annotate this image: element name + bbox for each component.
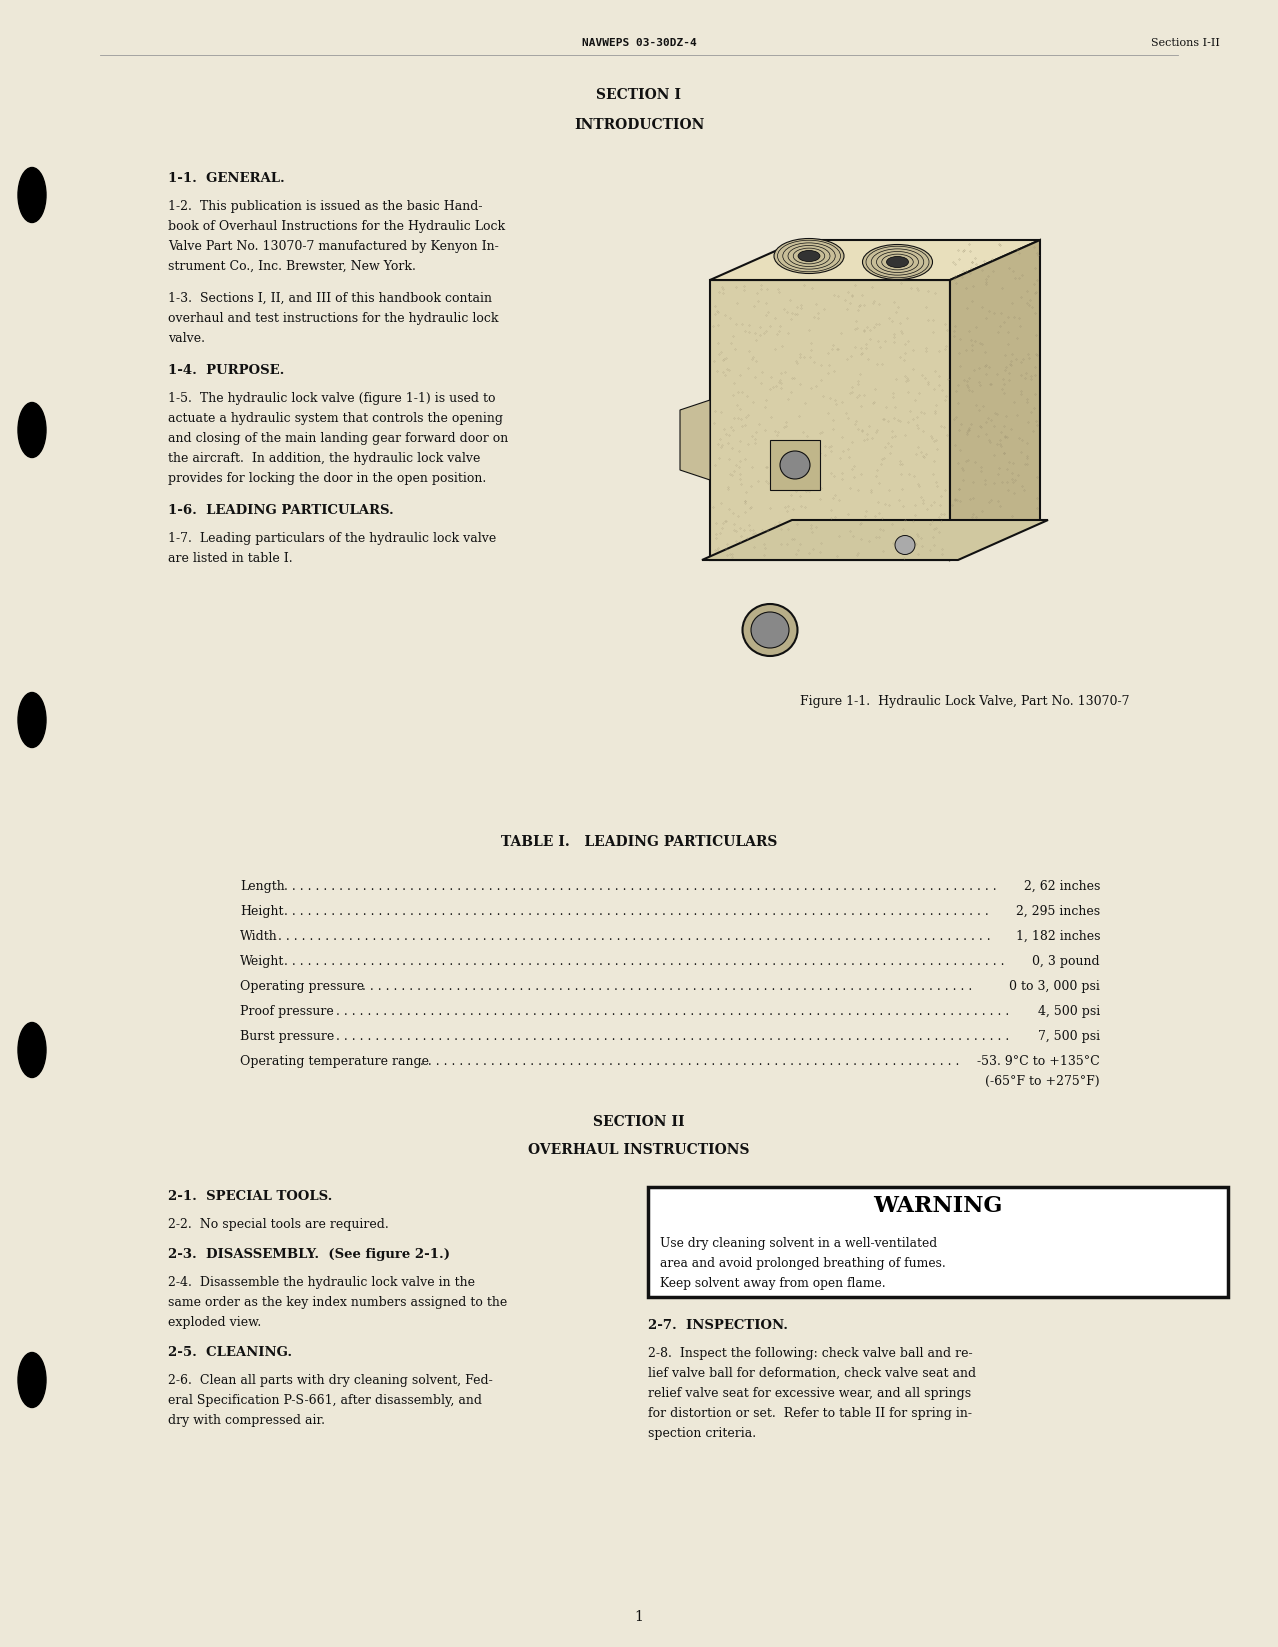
Polygon shape xyxy=(680,400,711,479)
Polygon shape xyxy=(950,240,1040,560)
Ellipse shape xyxy=(18,692,46,748)
Text: . . . . . . . . . . . . . . . . . . . . . . . . . . . . . . . . . . . . . . . . : . . . . . . . . . . . . . . . . . . . . … xyxy=(336,1029,1013,1043)
Text: Keep solvent away from open flame.: Keep solvent away from open flame. xyxy=(659,1276,886,1290)
Text: -53. 9°C to +135°C: -53. 9°C to +135°C xyxy=(978,1056,1100,1067)
Ellipse shape xyxy=(895,535,915,555)
Text: valve.: valve. xyxy=(167,333,204,344)
Polygon shape xyxy=(702,520,1048,560)
Text: 0 to 3, 000 psi: 0 to 3, 000 psi xyxy=(1010,980,1100,993)
Text: 1-2.  This publication is issued as the basic Hand-: 1-2. This publication is issued as the b… xyxy=(167,199,483,212)
Text: actuate a hydraulic system that controls the opening: actuate a hydraulic system that controls… xyxy=(167,412,504,425)
Text: 2, 62 inches: 2, 62 inches xyxy=(1024,879,1100,893)
Text: 1-3.  Sections I, II, and III of this handbook contain: 1-3. Sections I, II, and III of this han… xyxy=(167,292,492,305)
Text: Use dry cleaning solvent in a well-ventilated: Use dry cleaning solvent in a well-venti… xyxy=(659,1237,937,1250)
Text: Figure 1-1.  Hydraulic Lock Valve, Part No. 13070-7: Figure 1-1. Hydraulic Lock Valve, Part N… xyxy=(800,695,1130,708)
Text: . . . . . . . . . . . . . . . . . . . . . . . . . . . . . . . . . . . . . . . . : . . . . . . . . . . . . . . . . . . . . … xyxy=(277,931,994,944)
Text: Length: Length xyxy=(240,879,285,893)
Text: . . . . . . . . . . . . . . . . . . . . . . . . . . . . . . . . . . . . . . . . : . . . . . . . . . . . . . . . . . . . . … xyxy=(420,1056,964,1067)
Text: 2-1.  SPECIAL TOOLS.: 2-1. SPECIAL TOOLS. xyxy=(167,1191,332,1202)
Text: Operating pressure: Operating pressure xyxy=(240,980,364,993)
Text: 0, 3 pound: 0, 3 pound xyxy=(1033,955,1100,968)
Text: Valve Part No. 13070-7 manufactured by Kenyon In-: Valve Part No. 13070-7 manufactured by K… xyxy=(167,240,498,254)
Ellipse shape xyxy=(18,402,46,458)
Text: Weight: Weight xyxy=(240,955,285,968)
Text: . . . . . . . . . . . . . . . . . . . . . . . . . . . . . . . . . . . . . . . . : . . . . . . . . . . . . . . . . . . . . … xyxy=(336,1005,1013,1018)
Text: 1-7.  Leading particulars of the hydraulic lock valve: 1-7. Leading particulars of the hydrauli… xyxy=(167,532,496,545)
Text: . . . . . . . . . . . . . . . . . . . . . . . . . . . . . . . . . . . . . . . . : . . . . . . . . . . . . . . . . . . . . … xyxy=(362,980,976,993)
Text: Width: Width xyxy=(240,931,277,944)
Text: book of Overhaul Instructions for the Hydraulic Lock: book of Overhaul Instructions for the Hy… xyxy=(167,221,505,232)
Text: . . . . . . . . . . . . . . . . . . . . . . . . . . . . . . . . . . . . . . . . : . . . . . . . . . . . . . . . . . . . . … xyxy=(284,879,1001,893)
Text: spection criteria.: spection criteria. xyxy=(648,1426,757,1439)
Text: Burst pressure: Burst pressure xyxy=(240,1029,335,1043)
Ellipse shape xyxy=(751,613,789,647)
Text: 2-5.  CLEANING.: 2-5. CLEANING. xyxy=(167,1346,293,1359)
Text: same order as the key index numbers assigned to the: same order as the key index numbers assi… xyxy=(167,1296,507,1309)
Text: 2-3.  DISASSEMBLY.  (See figure 2-1.): 2-3. DISASSEMBLY. (See figure 2-1.) xyxy=(167,1248,450,1262)
Text: OVERHAUL INSTRUCTIONS: OVERHAUL INSTRUCTIONS xyxy=(528,1143,750,1156)
Text: 1-5.  The hydraulic lock valve (figure 1-1) is used to: 1-5. The hydraulic lock valve (figure 1-… xyxy=(167,392,496,405)
Text: 7, 500 psi: 7, 500 psi xyxy=(1038,1029,1100,1043)
Text: 2-6.  Clean all parts with dry cleaning solvent, Fed-: 2-6. Clean all parts with dry cleaning s… xyxy=(167,1374,493,1387)
Polygon shape xyxy=(711,280,950,560)
Ellipse shape xyxy=(780,451,810,479)
Text: exploded view.: exploded view. xyxy=(167,1316,261,1329)
FancyBboxPatch shape xyxy=(648,1187,1228,1296)
Text: eral Specification P-S-661, after disassembly, and: eral Specification P-S-661, after disass… xyxy=(167,1393,482,1407)
Text: strument Co., Inc. Brewster, New York.: strument Co., Inc. Brewster, New York. xyxy=(167,260,415,273)
Text: the aircraft.  In addition, the hydraulic lock valve: the aircraft. In addition, the hydraulic… xyxy=(167,451,481,464)
Text: 1, 182 inches: 1, 182 inches xyxy=(1016,931,1100,944)
Ellipse shape xyxy=(774,239,843,273)
Text: Operating temperature range: Operating temperature range xyxy=(240,1056,429,1067)
Text: TABLE I.   LEADING PARTICULARS: TABLE I. LEADING PARTICULARS xyxy=(501,835,777,848)
Text: 1-1.  GENERAL.: 1-1. GENERAL. xyxy=(167,171,285,184)
Text: . . . . . . . . . . . . . . . . . . . . . . . . . . . . . . . . . . . . . . . . : . . . . . . . . . . . . . . . . . . . . … xyxy=(284,955,1008,968)
Text: and closing of the main landing gear forward door on: and closing of the main landing gear for… xyxy=(167,432,509,445)
Text: Sections I-II: Sections I-II xyxy=(1151,38,1220,48)
Polygon shape xyxy=(711,240,1040,280)
Text: for distortion or set.  Refer to table II for spring in-: for distortion or set. Refer to table II… xyxy=(648,1407,973,1420)
Text: Proof pressure: Proof pressure xyxy=(240,1005,334,1018)
Text: . . . . . . . . . . . . . . . . . . . . . . . . . . . . . . . . . . . . . . . . : . . . . . . . . . . . . . . . . . . . . … xyxy=(284,904,993,917)
Text: 1-6.  LEADING PARTICULARS.: 1-6. LEADING PARTICULARS. xyxy=(167,504,394,517)
Text: 2, 295 inches: 2, 295 inches xyxy=(1016,904,1100,917)
Text: 2-2.  No special tools are required.: 2-2. No special tools are required. xyxy=(167,1219,389,1230)
Text: 4, 500 psi: 4, 500 psi xyxy=(1038,1005,1100,1018)
Ellipse shape xyxy=(887,257,909,267)
Ellipse shape xyxy=(863,244,933,280)
Text: SECTION I: SECTION I xyxy=(597,87,681,102)
Text: WARNING: WARNING xyxy=(873,1196,1003,1217)
Polygon shape xyxy=(771,440,820,491)
Text: overhaul and test instructions for the hydraulic lock: overhaul and test instructions for the h… xyxy=(167,311,498,324)
Text: area and avoid prolonged breathing of fumes.: area and avoid prolonged breathing of fu… xyxy=(659,1257,946,1270)
Text: 2-7.  INSPECTION.: 2-7. INSPECTION. xyxy=(648,1319,789,1332)
Text: are listed in table I.: are listed in table I. xyxy=(167,552,293,565)
Text: relief valve seat for excessive wear, and all springs: relief valve seat for excessive wear, an… xyxy=(648,1387,971,1400)
Text: 2-8.  Inspect the following: check valve ball and re-: 2-8. Inspect the following: check valve … xyxy=(648,1347,973,1360)
Text: lief valve ball for deformation, check valve seat and: lief valve ball for deformation, check v… xyxy=(648,1367,976,1380)
Text: 1-4.  PURPOSE.: 1-4. PURPOSE. xyxy=(167,364,285,377)
Text: 2-4.  Disassemble the hydraulic lock valve in the: 2-4. Disassemble the hydraulic lock valv… xyxy=(167,1276,475,1290)
Text: dry with compressed air.: dry with compressed air. xyxy=(167,1415,325,1426)
Ellipse shape xyxy=(18,168,46,222)
Ellipse shape xyxy=(18,1023,46,1077)
Text: (-65°F to +275°F): (-65°F to +275°F) xyxy=(985,1075,1100,1089)
Text: INTRODUCTION: INTRODUCTION xyxy=(574,119,704,132)
Ellipse shape xyxy=(797,250,820,262)
Ellipse shape xyxy=(743,604,797,656)
Text: SECTION II: SECTION II xyxy=(593,1115,685,1128)
Text: NAVWEPS 03-30DZ-4: NAVWEPS 03-30DZ-4 xyxy=(581,38,697,48)
Text: provides for locking the door in the open position.: provides for locking the door in the ope… xyxy=(167,473,486,484)
Text: Height: Height xyxy=(240,904,284,917)
Text: 1: 1 xyxy=(635,1611,643,1624)
Ellipse shape xyxy=(18,1352,46,1408)
